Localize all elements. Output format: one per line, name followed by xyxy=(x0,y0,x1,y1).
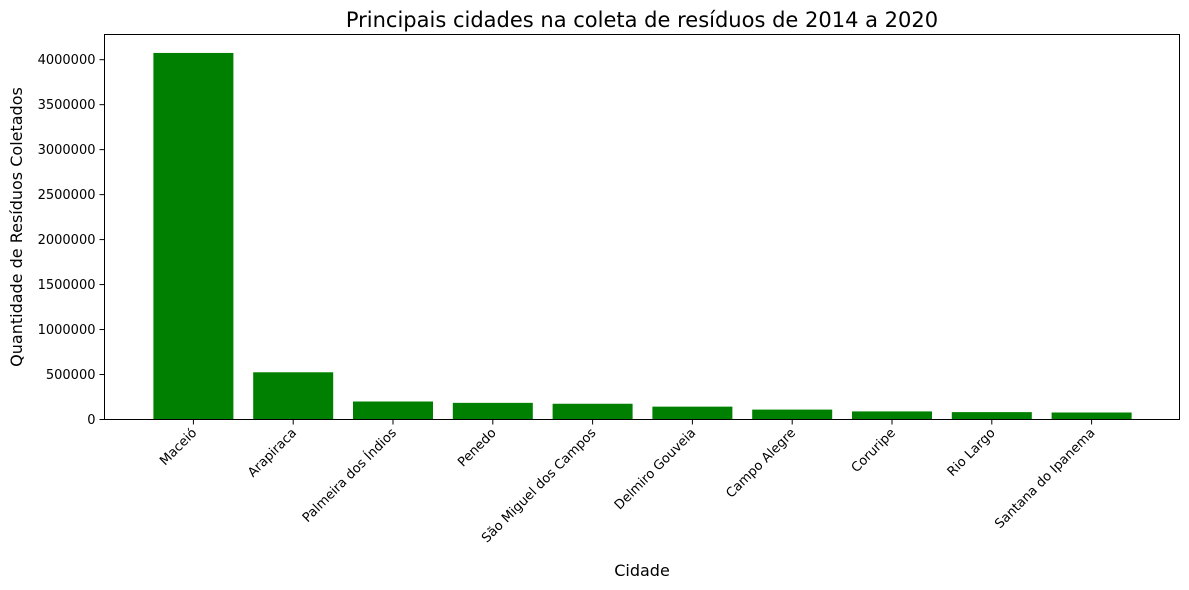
y-tick-label: 0 xyxy=(87,413,95,428)
y-tick-label: 3500000 xyxy=(38,98,96,113)
y-tick-label: 500000 xyxy=(46,368,96,383)
bar xyxy=(951,412,1032,420)
y-tick-label: 4000000 xyxy=(38,53,96,68)
y-tick-label: 1000000 xyxy=(38,323,96,338)
x-tick-label: Coruripe xyxy=(849,426,899,476)
x-axis: Maceió Arapiraca Palmeira dos Índios Penedo… xyxy=(157,419,1098,546)
x-tick-label: Santana do Ipanema xyxy=(992,426,1098,532)
y-tick-label: 2500000 xyxy=(38,188,96,203)
x-tick-label: Campo Alegre xyxy=(723,426,799,502)
bar xyxy=(353,401,433,420)
bars-group xyxy=(153,52,1132,420)
bar xyxy=(1051,412,1132,420)
x-tick-label: Rio Largo xyxy=(945,426,999,480)
x-tick-label: São Miguel dos Campos xyxy=(479,426,599,546)
bar xyxy=(253,372,334,420)
y-tick-label: 1500000 xyxy=(38,278,96,293)
bar xyxy=(752,409,833,420)
x-tick-label: Arapiraca xyxy=(245,426,300,481)
y-axis: 0 500000 1000000 1500000 2000000 2500000 30000… xyxy=(38,53,105,428)
x-tick-label: Delmiro Gouveia xyxy=(612,426,699,513)
bar xyxy=(452,402,533,420)
plot-frame xyxy=(104,34,1180,420)
x-tick-label: Palmeira dos Índios xyxy=(299,425,400,526)
bar xyxy=(153,52,234,420)
chart-title: Principais cidades na coleta de resíduos… xyxy=(346,8,938,32)
y-tick-label: 2000000 xyxy=(38,233,96,248)
x-axis-label: Cidade xyxy=(614,561,670,580)
y-tick-label: 3000000 xyxy=(38,143,96,158)
x-tick-label: Penedo xyxy=(455,426,499,470)
y-axis-label: Quantidade de Resíduos Coletados xyxy=(7,87,26,367)
bar xyxy=(852,411,932,420)
bar xyxy=(652,406,733,420)
bar xyxy=(552,403,633,420)
x-tick-label: Maceió xyxy=(157,426,200,469)
